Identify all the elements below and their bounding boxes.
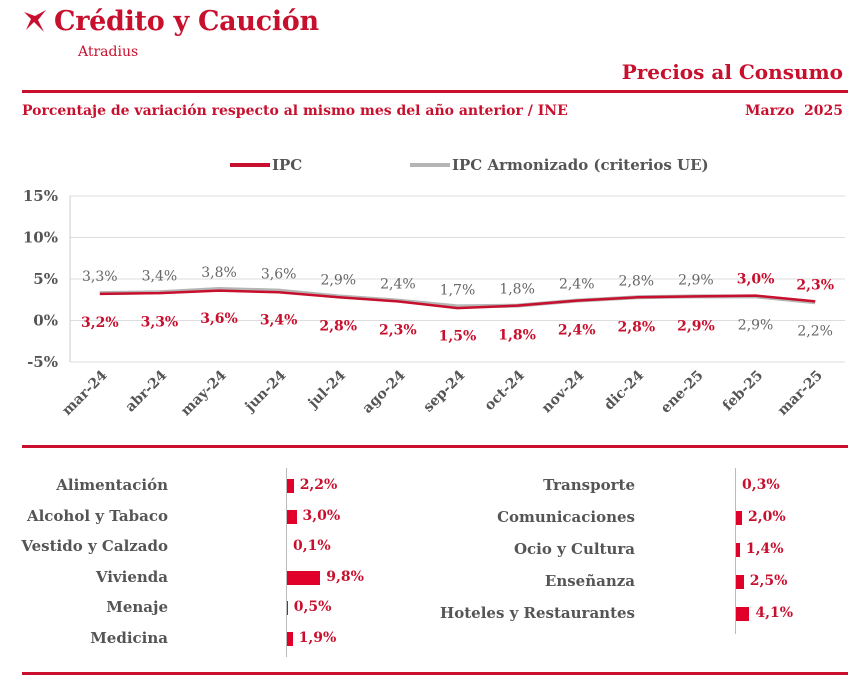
ipc-line-chart: IPC IPC Armonizado (criterios UE) 15% 10% 5%… (23, 156, 845, 419)
category-value: 0,5% (293, 599, 332, 615)
ipc-armonizado-data-label: 3,4% (142, 268, 178, 284)
category-bar (735, 607, 750, 621)
ipc-data-label: 1,5% (439, 328, 477, 344)
category-bar (286, 570, 321, 585)
y-tick-label: 5% (33, 270, 58, 288)
x-tick-label: feb-25 (720, 368, 767, 415)
category-bar (286, 509, 297, 524)
ipc-armonizado-data-label: 1,7% (440, 282, 476, 298)
period-label: Marzo 2025 (745, 103, 843, 119)
category-name: Ocio y Cultura (513, 540, 635, 558)
middle-divider (22, 445, 848, 448)
ipc-armonizado-data-label: 3,3% (82, 269, 118, 285)
legend-label-1: IPC Armonizado (criterios UE) (452, 156, 709, 174)
ipc-data-label: 2,3% (379, 323, 417, 339)
category-name: Transporte (543, 476, 635, 494)
ipc-data-label: 3,4% (260, 313, 298, 329)
category-value: 1,9% (298, 629, 337, 646)
category-name: Menaje (106, 598, 168, 616)
ipc-armonizado-data-label: 2,9% (678, 272, 714, 288)
x-tick-label: oct-24 (482, 367, 529, 414)
brand-sub: Atradius (78, 44, 139, 60)
category-bar (735, 575, 744, 589)
category-value: 2,0% (748, 509, 786, 525)
ipc-armonizado-data-label: 2,4% (380, 277, 416, 293)
ipc-data-label: 2,9% (677, 318, 715, 334)
category-value: 0,3% (742, 477, 780, 493)
x-tick-label: sep-24 (420, 367, 468, 415)
category-bar (286, 631, 293, 646)
x-tick-label: jun-24 (241, 367, 290, 416)
category-name: Vivienda (95, 567, 168, 586)
y-tick-label: 0% (33, 312, 58, 330)
bottom-divider (22, 672, 848, 675)
atradius-logo-icon (24, 10, 46, 32)
y-tick-label: 15% (23, 187, 58, 205)
category-name: Vestido y Calzado (21, 537, 168, 555)
ipc-data-label: 2,3% (796, 277, 834, 293)
ipc-armonizado-data-label: 1,8% (499, 282, 535, 298)
category-value: 1,4% (745, 541, 784, 557)
ipc-data-label: 2,8% (618, 319, 656, 335)
ipc-armonizado-data-label: 2,9% (738, 318, 774, 334)
category-name: Alcohol y Tabaco (26, 506, 168, 525)
x-tick-label: abr-24 (122, 367, 170, 415)
ipc-armonizado-data-label: 3,6% (261, 267, 297, 283)
category-name: Comunicaciones (497, 508, 635, 526)
category-value: 9,8% (326, 568, 364, 585)
brand-name: Crédito y Caución (54, 6, 319, 37)
x-tick-label: may-24 (178, 367, 230, 419)
x-tick-label: dic-24 (601, 367, 647, 413)
chart-subtitle: Porcentaje de variación respecto al mism… (22, 103, 568, 119)
ipc-armonizado-data-label: 2,9% (320, 272, 356, 288)
x-tick-label: mar-24 (59, 367, 110, 418)
category-bar (735, 543, 740, 557)
ipc-armonizado-data-label: 2,4% (559, 277, 595, 293)
category-name: Enseñanza (544, 572, 635, 590)
category-name: Hoteles y Restaurantes (440, 604, 635, 622)
ipc-armonizado-data-label: 2,2% (797, 323, 833, 339)
category-value: 0,1% (293, 538, 331, 554)
ipc-data-label: 3,0% (737, 272, 775, 288)
category-value: 2,5% (749, 573, 788, 589)
category-value: 2,2% (299, 477, 338, 493)
ipc-data-label: 1,8% (498, 328, 536, 344)
ipc-data-label: 3,6% (200, 311, 238, 327)
ipc-data-label: 2,8% (319, 318, 357, 334)
category-axis (286, 468, 287, 657)
category-value: 3,0% (302, 507, 341, 524)
legend-label-0: IPC (272, 156, 302, 174)
ipc-armonizado-data-label: 2,8% (619, 273, 655, 289)
category-bar (735, 511, 742, 525)
ipc-armonizado-data-label: 3,8% (201, 265, 237, 281)
page-title: Precios al Consumo (621, 60, 843, 84)
x-tick-label: nov-24 (539, 367, 588, 416)
ipc-data-label: 2,4% (558, 323, 596, 339)
ipc-line (99, 289, 816, 310)
x-tick-label: mar-25 (775, 368, 826, 419)
ipc-data-label: 3,3% (141, 314, 179, 330)
category-axis (735, 468, 736, 634)
category-bar (286, 479, 294, 493)
y-tick-label: -5% (27, 353, 58, 371)
ipc-data-label: 3,2% (81, 315, 119, 331)
top-divider (22, 90, 848, 93)
x-tick-label: ago-24 (360, 367, 409, 416)
category-name: Alimentación (56, 476, 168, 494)
category-name: Medicina (90, 628, 168, 647)
x-tick-label: ene-25 (658, 368, 707, 417)
y-tick-label: 10% (23, 229, 58, 247)
x-tick-label: jul-24 (304, 367, 349, 412)
category-value: 4,1% (755, 605, 794, 621)
